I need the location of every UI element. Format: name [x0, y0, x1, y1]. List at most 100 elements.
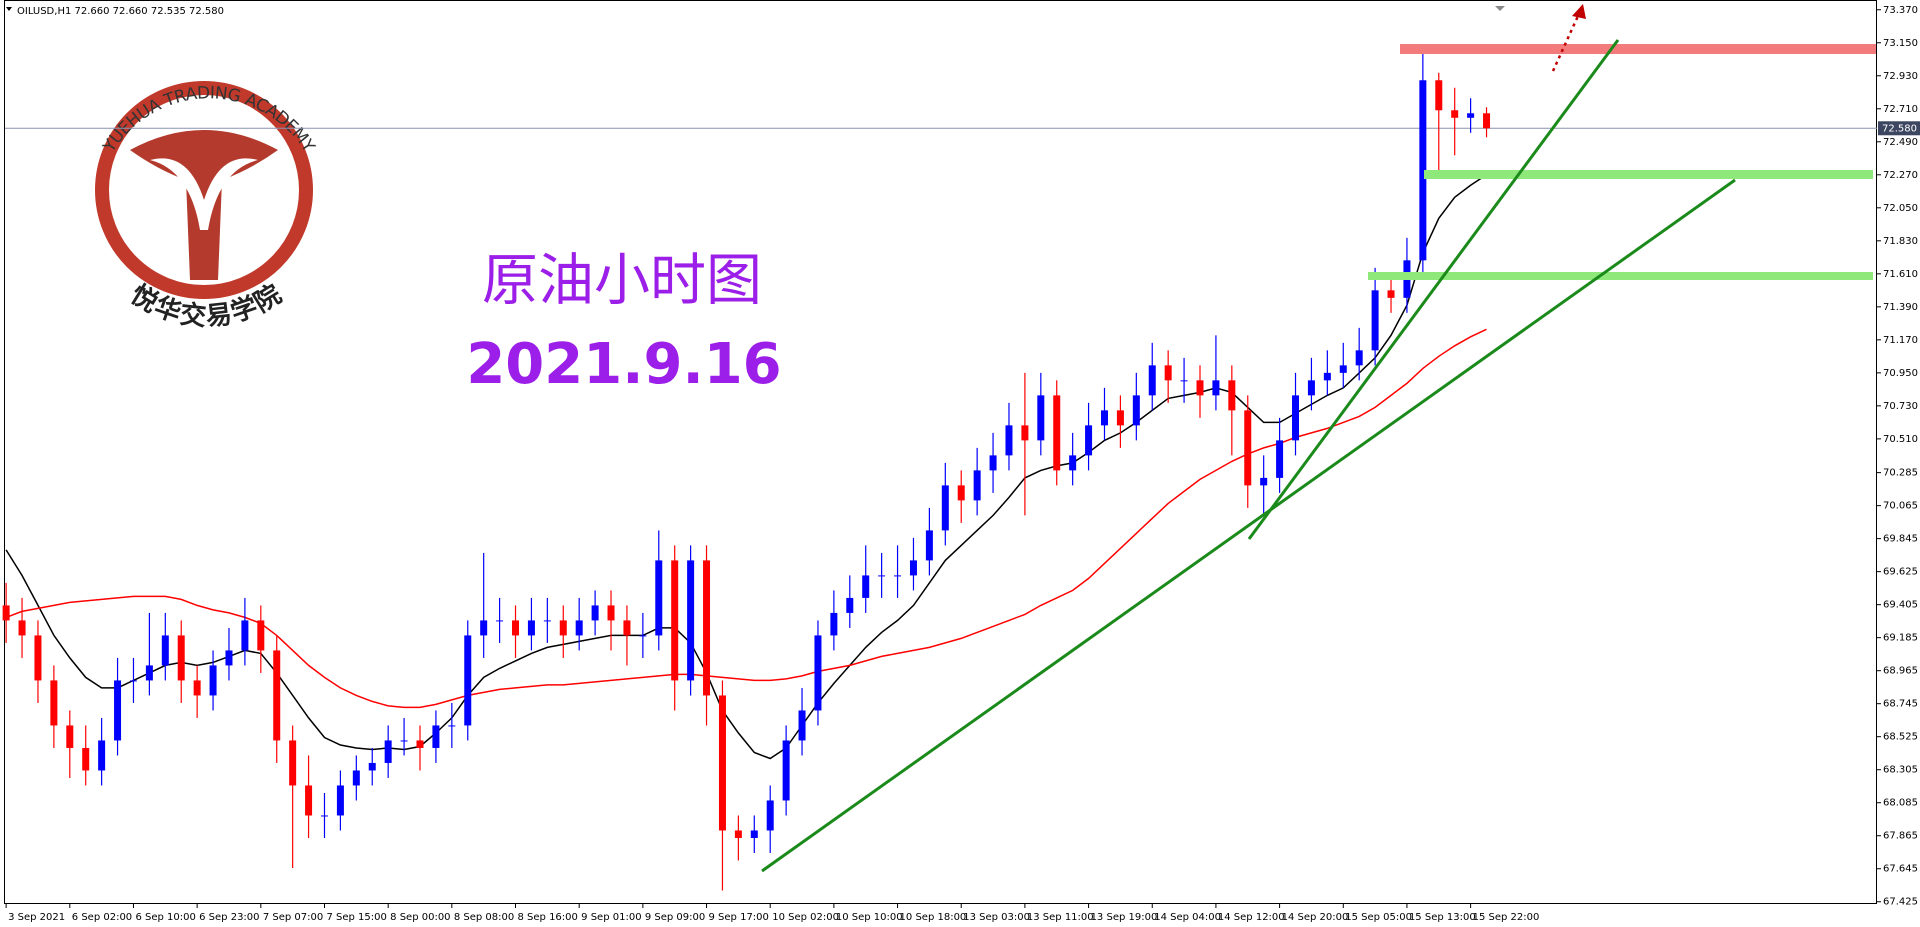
scroll-marker [1495, 6, 1505, 11]
x-tick-label: 15 Sep 22:00 [1473, 912, 1540, 923]
y-tick-label: 72.490 [1883, 137, 1918, 148]
forecast-arrow-head [1572, 4, 1586, 19]
x-tick-label: 13 Sep 19:00 [1091, 912, 1158, 923]
candle-body [82, 747, 90, 771]
x-tick-label: 9 Sep 09:00 [645, 912, 705, 923]
candle-body [416, 740, 424, 748]
candle-body [145, 665, 153, 681]
y-tick-label: 73.370 [1883, 5, 1918, 16]
overlay-title: 原油小时图 [482, 249, 762, 314]
candle-body [1355, 350, 1363, 366]
candle-body [1100, 410, 1108, 426]
candle-body [718, 695, 726, 831]
y-tick-label: 72.270 [1883, 170, 1918, 181]
moving-average [5, 174, 1487, 760]
x-tick-label: 10 Sep 18:00 [900, 912, 967, 923]
y-tick-label: 69.625 [1883, 567, 1918, 578]
x-tick-label: 6 Sep 23:00 [199, 912, 259, 923]
x-tick-label: 6 Sep 10:00 [135, 912, 195, 923]
candle-body [1276, 440, 1284, 478]
candle-body [129, 680, 137, 682]
candle-body [798, 710, 806, 741]
candle-body [1021, 425, 1029, 441]
candle-body [671, 560, 679, 681]
candle-body [257, 620, 265, 651]
candle-body [432, 725, 440, 748]
support-zone [1424, 170, 1873, 179]
candle-body [1116, 410, 1124, 426]
y-tick-label: 67.425 [1883, 897, 1918, 908]
x-tick-label: 14 Sep 12:00 [1218, 912, 1285, 923]
candle-body [1069, 455, 1077, 471]
candle-body [273, 650, 281, 741]
y-tick-label: 72.930 [1883, 71, 1918, 82]
last-price-label: 72.580 [1882, 123, 1917, 134]
candle-body [161, 635, 169, 666]
candle-body [352, 770, 360, 786]
x-tick-label: 10 Sep 10:00 [836, 912, 903, 923]
y-tick-label: 71.170 [1883, 335, 1918, 346]
x-tick-label: 15 Sep 05:00 [1345, 912, 1412, 923]
candle-body [782, 740, 790, 801]
y-tick-label: 72.710 [1883, 104, 1918, 115]
candle-body [1132, 395, 1140, 426]
logo-emblem-inner [150, 158, 258, 230]
candle-body [320, 815, 328, 817]
candle-body [1419, 80, 1427, 261]
candle-body [1323, 372, 1331, 381]
candle-body [1196, 380, 1204, 396]
plot-frame [4, 0, 1877, 904]
candle-body [957, 485, 965, 501]
last-price-box [1878, 121, 1920, 136]
candle-body [1387, 290, 1395, 298]
candle-body [973, 470, 981, 501]
candle-body [527, 620, 535, 636]
y-tick-label: 71.390 [1883, 302, 1918, 313]
candle-body [336, 785, 344, 816]
support-zone [1368, 272, 1873, 280]
candle-body [18, 620, 26, 636]
candle-body [1212, 380, 1220, 396]
candle-body [639, 635, 647, 637]
candle-body [1307, 380, 1315, 396]
y-tick-label: 70.950 [1883, 368, 1918, 379]
chart-header: OILUSD,H1 72.660 72.660 72.535 72.580 [17, 6, 224, 17]
candle-body [1371, 290, 1379, 351]
y-tick-label: 69.845 [1883, 534, 1918, 545]
x-tick-label: 7 Sep 07:00 [263, 912, 323, 923]
y-tick-label: 72.050 [1883, 203, 1918, 214]
candle-body [512, 620, 520, 636]
x-tick-label: 9 Sep 17:00 [709, 912, 769, 923]
candle-body [1483, 113, 1491, 129]
candle-body [464, 635, 472, 726]
candle-body [305, 785, 313, 816]
x-tick-label: 14 Sep 04:00 [1154, 912, 1221, 923]
candle-body [448, 725, 456, 727]
candle-body [1451, 110, 1459, 118]
candle-body [1260, 477, 1268, 486]
candle-body [66, 725, 74, 748]
candle-body [209, 665, 217, 696]
candle-body [846, 597, 854, 613]
x-tick-label: 3 Sep 2021 [8, 912, 65, 923]
plot-area [2, 45, 1877, 891]
annotations [761, 4, 1876, 873]
y-tick-label: 68.525 [1883, 732, 1918, 743]
y-tick-label: 68.965 [1883, 666, 1918, 677]
x-tick-label: 15 Sep 13:00 [1409, 912, 1476, 923]
candle-body [1085, 425, 1093, 456]
y-tick-label: 70.065 [1883, 501, 1918, 512]
candle-body [1005, 425, 1013, 456]
y-tick-label: 68.085 [1883, 798, 1918, 809]
candle-body [400, 740, 408, 742]
candle-body [114, 680, 122, 741]
candle-body [862, 575, 870, 598]
x-tick-label: 8 Sep 00:00 [390, 912, 450, 923]
candle-body [1180, 380, 1188, 382]
moving-average [5, 328, 1487, 709]
symbol-menu[interactable] [6, 7, 12, 11]
x-tick-label: 13 Sep 11:00 [1027, 912, 1094, 923]
x-tick-label: 8 Sep 08:00 [454, 912, 514, 923]
